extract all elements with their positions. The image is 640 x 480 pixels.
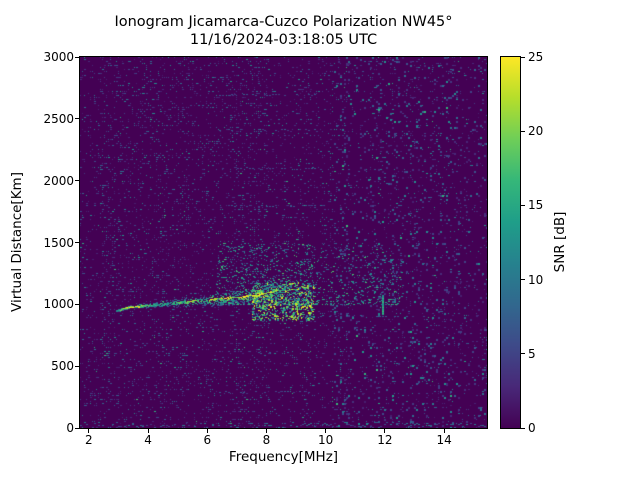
colorbar-tick-label: 25: [528, 50, 544, 64]
colorbar-tick-label: 15: [528, 198, 544, 213]
y-tick-mark: [75, 427, 79, 429]
x-tick-label: 4: [144, 433, 152, 447]
y-tick-label: 1000: [43, 297, 74, 312]
y-tick-label: 0: [66, 421, 74, 435]
colorbar-tick-mark: [521, 353, 525, 355]
y-tick-mark: [75, 365, 79, 367]
colorbar-label: SNR [dB]: [552, 211, 568, 273]
colorbar-tick-label: 20: [528, 124, 544, 139]
chart-title: Ionogram Jicamarca-Cuzco Polarization NW…: [80, 14, 487, 49]
x-tick-mark: [147, 429, 149, 433]
y-tick-mark: [75, 118, 79, 120]
y-tick-mark: [75, 303, 79, 305]
x-tick-mark: [88, 429, 90, 433]
x-tick-mark: [265, 429, 267, 433]
x-tick-mark: [384, 429, 386, 433]
colorbar-tick-mark: [521, 204, 525, 206]
colorbar-tick-label: 10: [528, 272, 544, 287]
y-tick-label: 1500: [43, 235, 74, 250]
colorbar-tick-mark: [521, 130, 525, 132]
y-tick-label: 3000: [43, 50, 74, 64]
colorbar-tick-label: 5: [528, 346, 536, 361]
colorbar-tick-mark: [521, 427, 525, 429]
x-tick-mark: [325, 429, 327, 433]
y-tick-mark: [75, 56, 79, 58]
ionogram-heatmap: [79, 56, 488, 429]
colorbar-tick-mark: [521, 56, 525, 58]
x-tick-mark: [206, 429, 208, 433]
x-tick-label: 6: [203, 433, 212, 447]
y-tick-label: 2000: [43, 173, 74, 188]
x-tick-label: 14: [436, 433, 452, 447]
y-axis-label: Virtual Distance[Km]: [9, 172, 25, 312]
x-axis-label: Frequency[MHz]: [228, 449, 339, 465]
x-tick-mark: [443, 429, 445, 433]
x-tick-label: 2: [85, 433, 93, 447]
colorbar: [500, 56, 521, 429]
y-tick-mark: [75, 180, 79, 182]
chart-title-line1: Ionogram Jicamarca-Cuzco Polarization NW…: [114, 14, 453, 30]
y-tick-mark: [75, 242, 79, 243]
x-tick-label: 8: [262, 433, 271, 447]
colorbar-tick-label: 0: [528, 421, 536, 435]
x-tick-label: 10: [318, 433, 334, 447]
y-tick-label: 500: [51, 359, 74, 374]
x-tick-label: 12: [377, 433, 393, 447]
y-tick-label: 2500: [43, 111, 74, 126]
chart-title-line2: 11/16/2024-03:18:05 UTC: [189, 31, 378, 48]
colorbar-tick-mark: [521, 279, 525, 281]
